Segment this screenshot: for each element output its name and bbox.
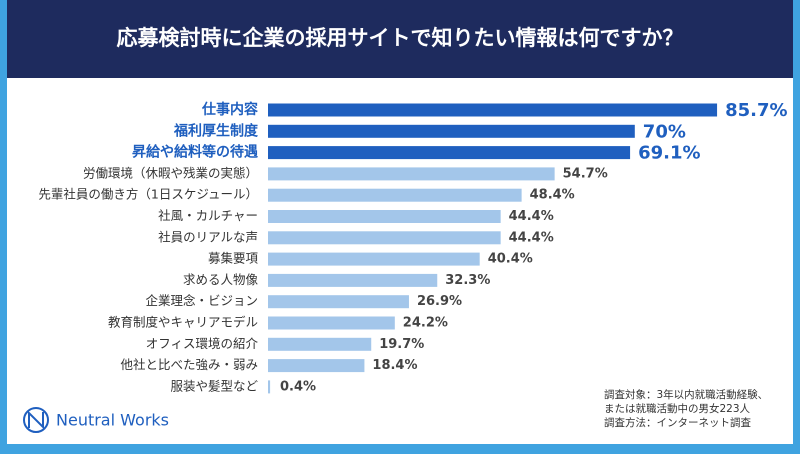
- category-label: 募集要項: [208, 251, 259, 266]
- category-label: 企業理念・ビジョン: [145, 293, 258, 308]
- value-label: 40.4%: [488, 252, 533, 267]
- logo-icon: [23, 407, 49, 433]
- value-label: 44.4%: [509, 230, 554, 245]
- value-label: 85.7%: [725, 100, 787, 121]
- bar: [268, 359, 365, 373]
- category-label: 社員のリアルな声: [158, 229, 258, 244]
- value-label: 19.7%: [379, 337, 424, 352]
- category-label: オフィス環境の紹介: [146, 336, 259, 351]
- value-label: 44.4%: [509, 209, 554, 224]
- category-label: 社風・カルチャー: [158, 208, 258, 223]
- value-label: 32.3%: [445, 273, 490, 288]
- category-label: 労働環境（休暇や残業の実態）: [83, 165, 258, 180]
- bar: [268, 103, 718, 117]
- category-label: 昇給や給料等の待遇: [132, 144, 258, 161]
- header: [7, 0, 793, 78]
- value-label: 26.9%: [417, 294, 462, 309]
- value-label: 69.1%: [638, 143, 700, 164]
- value-label: 18.4%: [372, 358, 417, 373]
- value-label: 70%: [643, 121, 686, 142]
- value-label: 48.4%: [530, 188, 575, 203]
- value-label: 54.7%: [563, 166, 608, 181]
- bar: [268, 273, 438, 287]
- note: または就職活動中の男女223人: [604, 402, 751, 415]
- logo-text: Neutral Works: [56, 411, 169, 430]
- category-label: 福利厚生制度: [173, 122, 259, 139]
- category-label: 服装や髪型など: [170, 378, 258, 393]
- bar: [268, 167, 555, 181]
- note: 調査対象：3年以内就職活動経験、: [604, 388, 768, 401]
- logo-mark: [28, 410, 44, 430]
- bar: [268, 188, 522, 202]
- bar: [268, 146, 631, 160]
- category-label: 他社と比べた強み・弱み: [120, 357, 258, 372]
- bar: [268, 337, 372, 351]
- category-label: 仕事内容: [201, 101, 258, 118]
- bar: [268, 316, 395, 330]
- logo: Neutral Works: [23, 407, 169, 433]
- value-label: 24.2%: [403, 316, 448, 331]
- bar: [268, 252, 480, 266]
- category-label: 教育制度やキャリアモデル: [108, 315, 258, 330]
- bar: [268, 295, 409, 309]
- note: 調査方法：インターネット調査: [604, 416, 751, 429]
- category-label: 先輩社員の働き方（1日スケジュール）: [38, 187, 258, 202]
- bar: [268, 210, 501, 223]
- bar: [268, 231, 501, 245]
- bar: [268, 380, 271, 394]
- category-label: 求める人物像: [183, 272, 259, 287]
- chart-title: 応募検討時に企業の採用サイトで知りたい情報は何ですか？: [117, 26, 684, 50]
- value-label: 0.4%: [280, 379, 316, 394]
- bar: [268, 124, 635, 138]
